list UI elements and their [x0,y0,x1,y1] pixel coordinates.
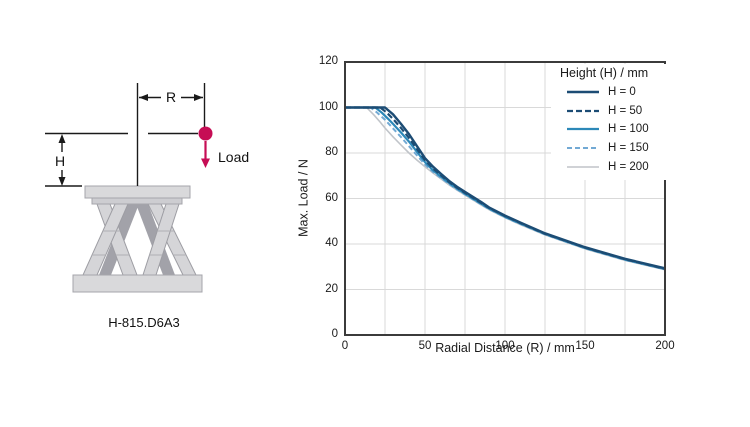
plot-border [344,61,666,336]
legend-swatch-line [567,91,599,94]
y-tick-label: 80 [325,146,338,158]
arrow-right-icon [194,94,203,101]
model-label: H-815.D6A3 [108,315,180,330]
x-tick-label: 150 [575,340,595,352]
load-point-dot [198,126,213,141]
legend-swatch-line [567,128,599,131]
legend-swatch-line [567,109,599,112]
y-tick-label: 40 [325,237,338,249]
x-tick-label: 50 [418,340,432,352]
x-tick-label: 200 [655,340,675,352]
legend-label: H = 150 [608,142,649,155]
leg-joints [92,230,187,256]
hexapod-base-platform [72,274,203,293]
hexapod-illustration [72,185,203,293]
legend-label: H = 0 [608,86,636,99]
arrow-left-icon [139,94,148,101]
y-tick-label: 120 [318,55,338,67]
height-dim-label: H [50,153,70,169]
x-axis-title: Radial Distance (R) / mm [435,341,575,355]
legend-label: H = 50 [608,104,643,117]
y-tick-label: 100 [318,100,338,113]
load-label: Load [218,149,250,165]
legend-rows: H = 0 H = 50 H = 100 H = 150 H = 200 [551,83,667,176]
legend-item: H = 100 [551,120,667,139]
series-H0 [345,106,666,270]
chart-legend: Height (H) / mm H = 0 H = 50 H = 100 H = 15… [551,64,667,180]
arrow-up-icon [58,134,66,143]
dimension-arrowheads [58,94,203,186]
y-tick-label: 0 [331,328,338,340]
legend-label: H = 100 [608,123,649,136]
legend-item: H = 200 [551,157,667,176]
series-H50 [345,106,666,270]
y-tick-label: 20 [325,282,338,295]
legend-label: H = 200 [608,160,649,173]
x-tick-label: 100 [495,340,515,352]
legend-swatch-line [567,165,599,168]
arrow-down-icon [58,177,66,186]
hexapod-mid-platform [91,197,183,205]
y-tick-label: 60 [325,191,338,204]
legend-item: H = 50 [551,102,667,121]
legend-title: Height (H) / mm [560,66,649,80]
legend-item: H = 0 [551,83,667,102]
chart-curves [345,106,666,271]
load-arrow-icon [201,141,210,168]
legend-swatch-line [567,147,599,150]
hexapod-top-platform [84,185,191,199]
radius-dim-label: R [161,89,181,105]
legend-item: H = 150 [551,139,667,158]
x-tick-label: 0 [341,340,349,352]
hexapod-front-legs [82,203,197,276]
